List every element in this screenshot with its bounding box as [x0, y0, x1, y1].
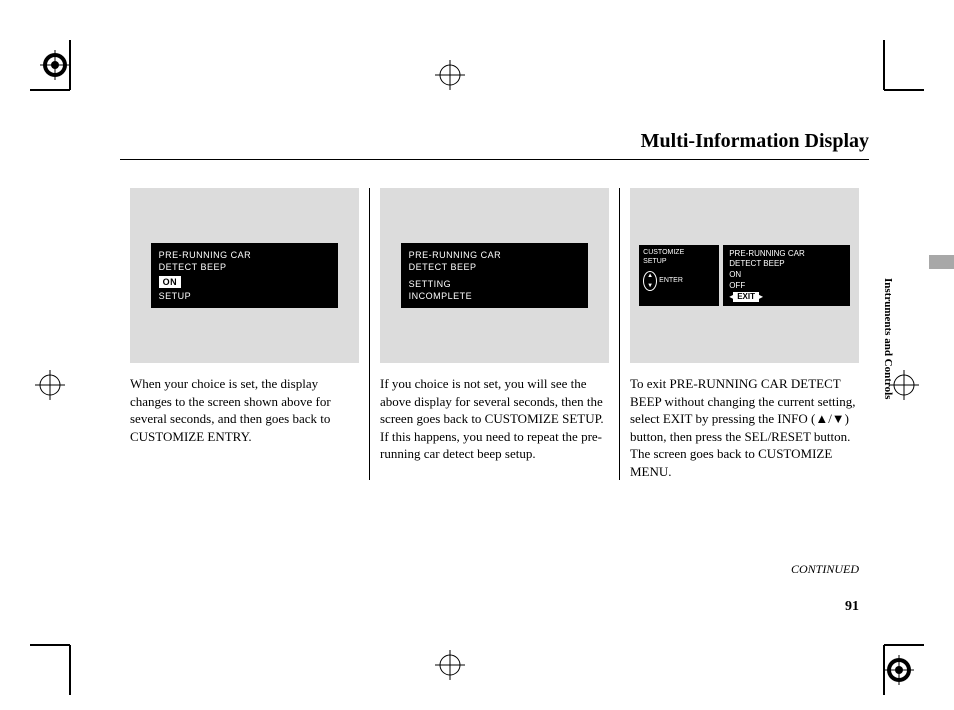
display-line: DETECT BEEP	[159, 261, 331, 273]
display-line: INCOMPLETE	[409, 290, 581, 302]
reg-mark-icon	[35, 370, 65, 400]
continued-label: CONTINUED	[791, 562, 859, 577]
section-tab	[929, 255, 954, 269]
body-text-2: If you choice is not set, you will see t…	[380, 375, 609, 463]
display-line: SETUP	[643, 258, 715, 265]
reg-mark-icon	[435, 60, 465, 90]
display-line: DETECT BEEP	[729, 259, 844, 270]
page-content: Multi-Information Display PRE-RUNNING CA…	[120, 130, 869, 635]
reg-mark-icon	[884, 655, 914, 685]
enter-label: ENTER	[659, 277, 683, 284]
display-line: CUSTOMIZE	[643, 249, 715, 256]
section-label: Instruments and Controls	[882, 278, 894, 399]
figure-1: PRE-RUNNING CAR DETECT BEEP ON SETUP	[130, 188, 359, 363]
display-screen-3: CUSTOMIZE SETUP ▲▼ ENTER PRE-RUNNING CAR…	[639, 245, 850, 307]
on-badge: ON	[159, 276, 182, 288]
reg-mark-icon	[40, 50, 70, 80]
display-screen-2: PRE-RUNNING CAR DETECT BEEP SETTING INCO…	[401, 243, 589, 308]
display-line: SETTING	[409, 278, 581, 290]
figure-3: CUSTOMIZE SETUP ▲▼ ENTER PRE-RUNNING CAR…	[630, 188, 859, 363]
page-number: 91	[845, 599, 859, 615]
body-text-1: When your choice is set, the display cha…	[130, 375, 359, 445]
display-line: ON	[729, 270, 844, 281]
display-line: OFF	[729, 281, 844, 292]
display-line: PRE-RUNNING CAR	[159, 249, 331, 261]
display-line: DETECT BEEP	[409, 261, 581, 273]
display-right-panel: PRE-RUNNING CAR DETECT BEEP ON OFF ◂EXIT…	[723, 245, 850, 307]
display-line: PRE-RUNNING CAR	[729, 249, 844, 260]
arrow-oval-icon: ▲▼	[643, 271, 657, 291]
enter-control: ▲▼ ENTER	[643, 271, 715, 291]
display-screen-1: PRE-RUNNING CAR DETECT BEEP ON SETUP	[151, 243, 339, 308]
display-line: PRE-RUNNING CAR	[409, 249, 581, 261]
figure-2: PRE-RUNNING CAR DETECT BEEP SETTING INCO…	[380, 188, 609, 363]
page-title: Multi-Information Display	[120, 130, 869, 160]
column-3: CUSTOMIZE SETUP ▲▼ ENTER PRE-RUNNING CAR…	[619, 188, 869, 480]
columns: PRE-RUNNING CAR DETECT BEEP ON SETUP Whe…	[120, 188, 869, 480]
display-line: SETUP	[159, 290, 331, 302]
crop-mark-bl	[30, 635, 80, 695]
crop-mark-tr	[874, 40, 924, 100]
column-2: PRE-RUNNING CAR DETECT BEEP SETTING INCO…	[369, 188, 619, 480]
reg-mark-icon	[435, 650, 465, 680]
display-left-panel: CUSTOMIZE SETUP ▲▼ ENTER	[639, 245, 719, 307]
body-text-3: To exit PRE-RUNNING CAR DETECT BEEP with…	[630, 375, 859, 480]
exit-badge: EXIT	[733, 292, 759, 303]
column-1: PRE-RUNNING CAR DETECT BEEP ON SETUP Whe…	[120, 188, 369, 480]
display-line: ◂EXIT▸	[729, 292, 844, 303]
